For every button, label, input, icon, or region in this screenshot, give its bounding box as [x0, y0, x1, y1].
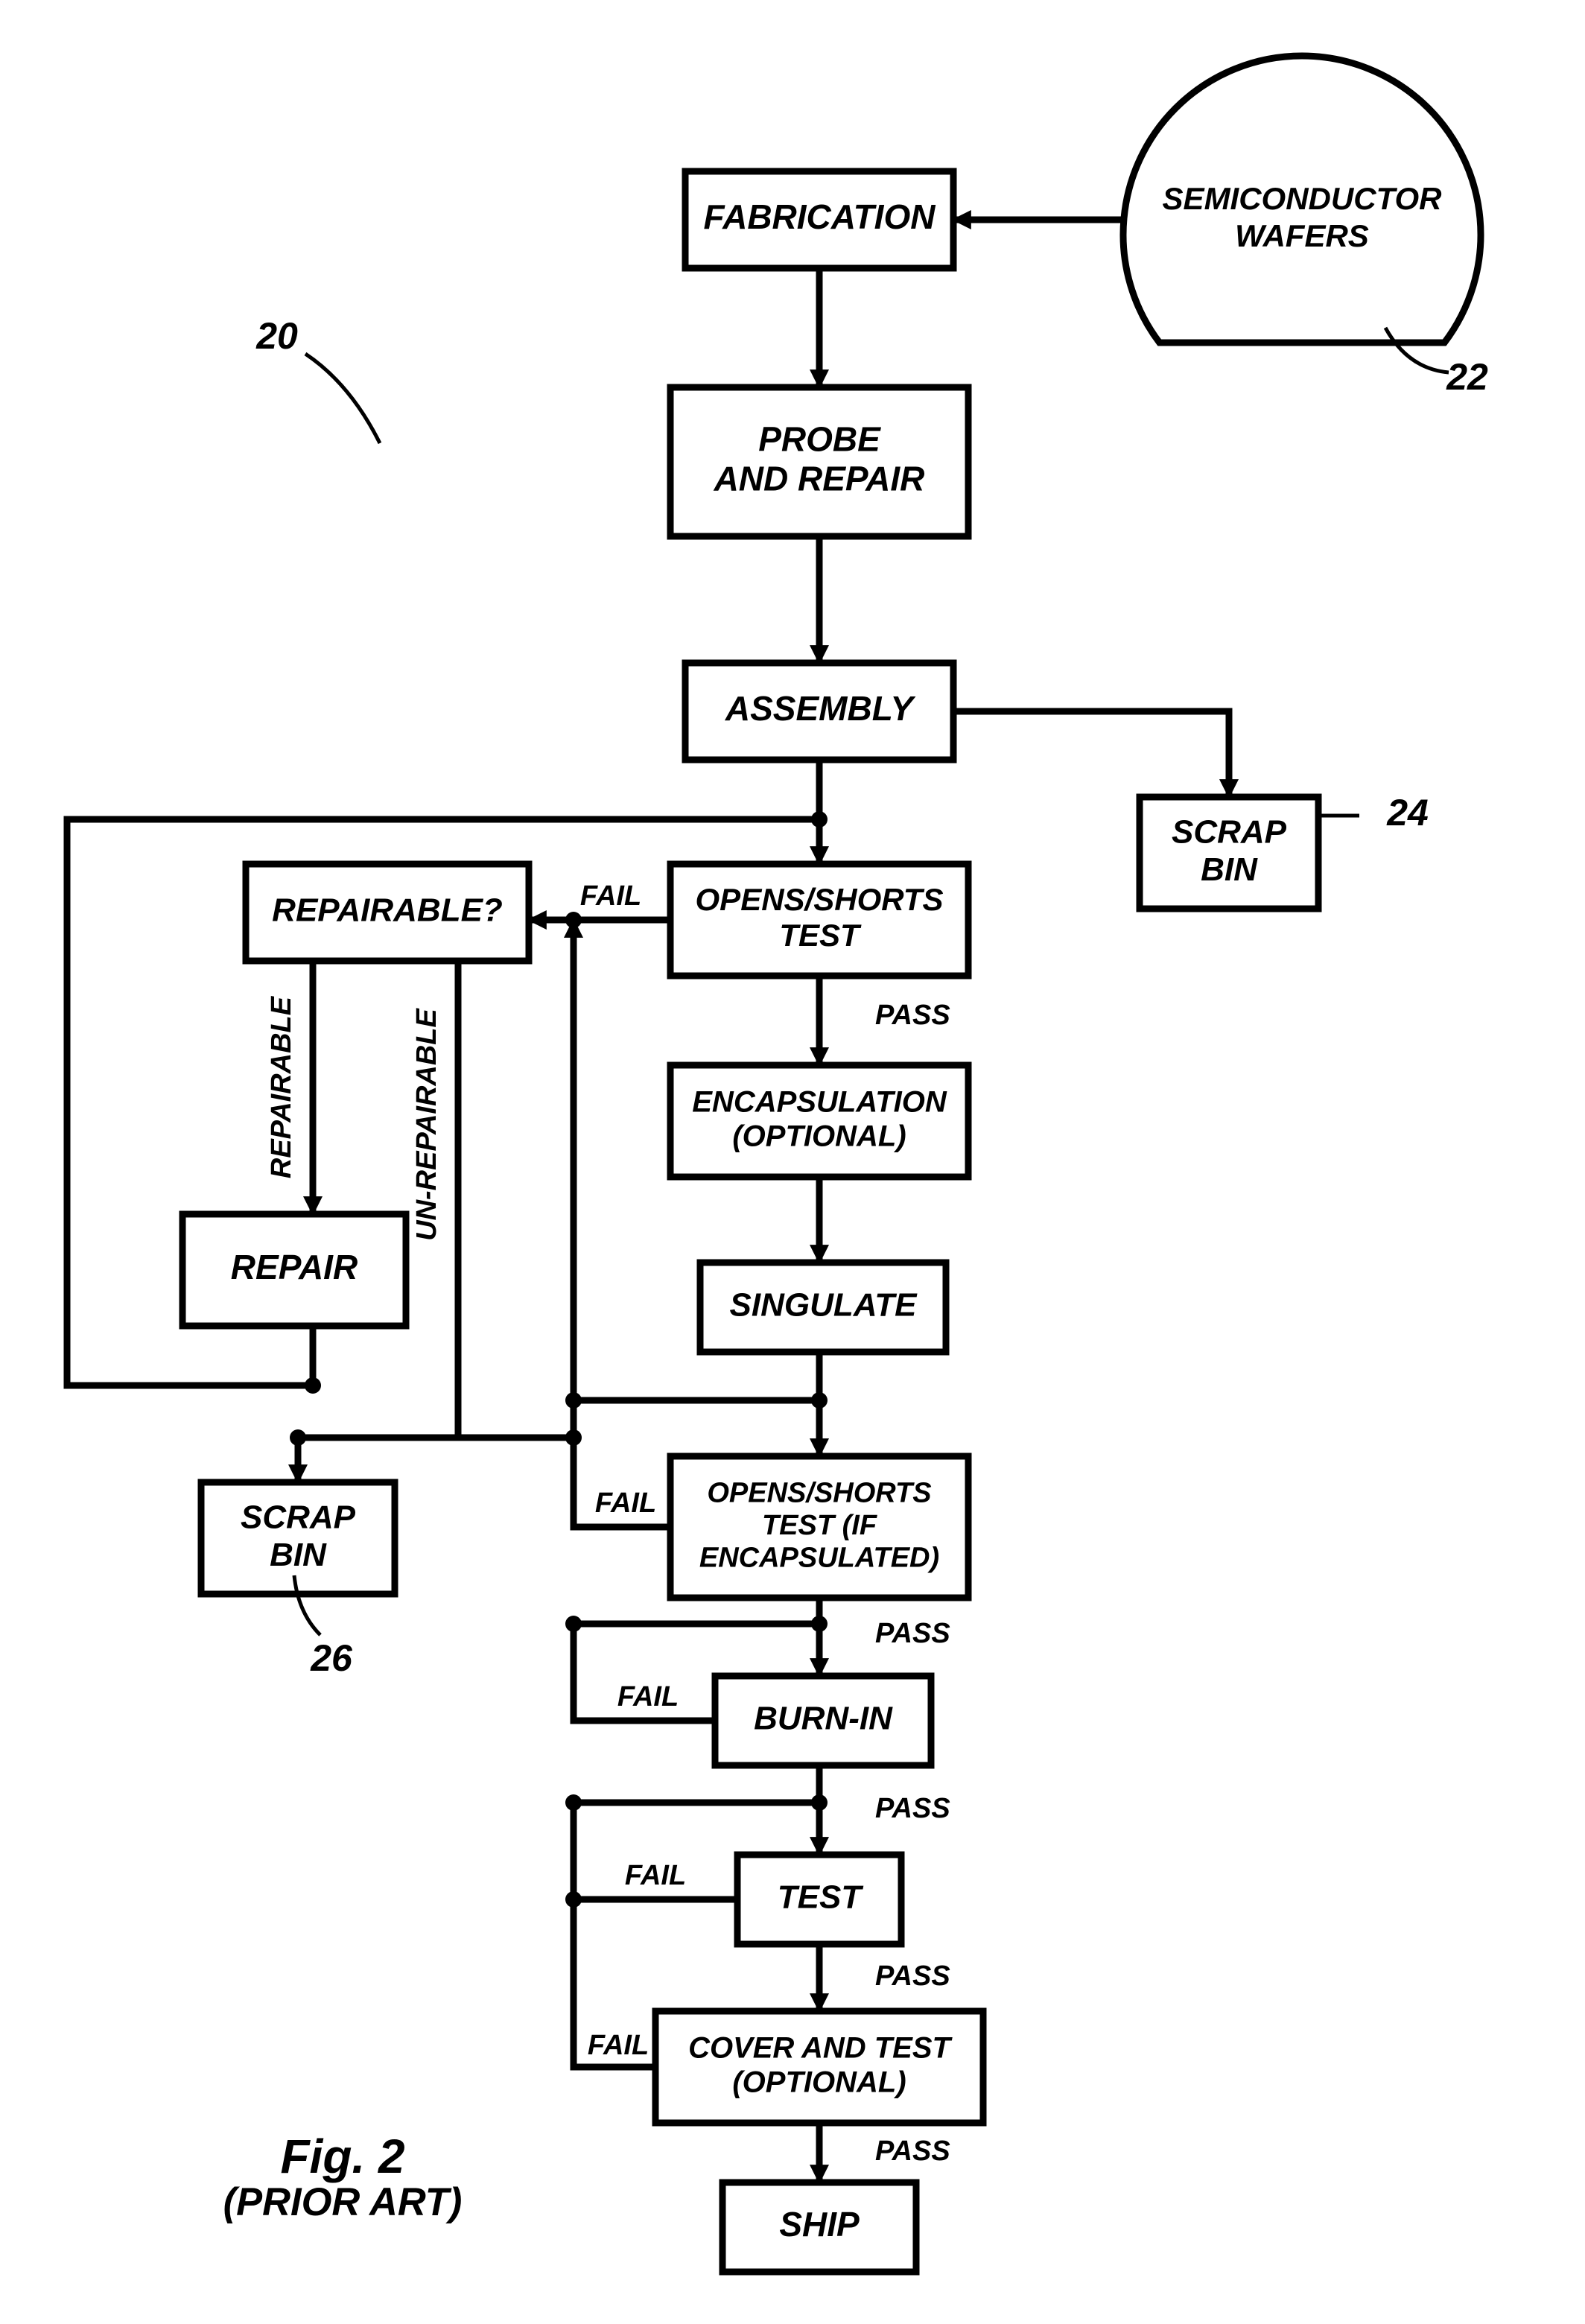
- node-ostest2-label-1: TEST (IF: [762, 1510, 878, 1541]
- ref-26: 26: [310, 1637, 353, 1679]
- node-ship-label-0: SHIP: [779, 2205, 860, 2244]
- edge-label-18: FAIL: [625, 1860, 686, 1891]
- node-encaps-label-0: ENCAPSULATION: [692, 1086, 947, 1119]
- edge-label-12: FAIL: [595, 1488, 656, 1519]
- junction-dot-10: [565, 1392, 582, 1409]
- node-repairable-label-0: REPAIRABLE?: [272, 892, 503, 929]
- junction-dot-4: [305, 1377, 321, 1394]
- junction-dot-9: [565, 1891, 582, 1908]
- wafer-label-2: WAFERS: [1235, 218, 1369, 253]
- edge-label-16: PASS: [875, 1793, 950, 1824]
- node-scrap1-label-1: BIN: [1201, 851, 1258, 888]
- node-ostest2-label-2: ENCAPSULATED): [699, 1543, 939, 1574]
- junction-dot-11: [565, 1429, 582, 1446]
- node-burnin-label-0: BURN-IN: [754, 1701, 893, 1737]
- edge-label-21: PASS: [875, 2136, 950, 2167]
- node-cover-label-0: COVER AND TEST: [688, 2032, 953, 2065]
- node-singulate-label-0: SINGULATE: [730, 1287, 918, 1324]
- edge-label-6: PASS: [875, 1000, 950, 1031]
- junction-dot-3: [290, 1429, 306, 1446]
- node-probe-label-0: PROBE: [758, 420, 881, 459]
- node-ostest1-label-1: TEST: [779, 918, 862, 953]
- node-fabrication-label-0: FABRICATION: [704, 197, 936, 236]
- node-ostest1-label-0: OPENS/SHORTS: [696, 882, 944, 917]
- node-test-label-0: TEST: [778, 1879, 864, 1916]
- edge-label-5: FAIL: [580, 880, 641, 912]
- ref-24: 24: [1386, 792, 1429, 834]
- junction-dot-0: [811, 811, 828, 828]
- flowchart-canvas: SEMICONDUCTORWAFERS FAIL PASS REPAIRABLE UN-…: [0, 0, 1585, 2324]
- node-ostest2-label-0: OPENS/SHORTS: [707, 1477, 931, 1508]
- ref-22: 22: [1446, 356, 1488, 398]
- figure-caption-1: Fig. 2: [280, 2130, 404, 2183]
- node-scrap2-label-1: BIN: [270, 1537, 327, 1573]
- node-repair-label-0: REPAIR: [231, 1248, 358, 1286]
- junction-dot-5: [565, 1616, 582, 1632]
- node-scrap1-label-0: SCRAP: [1172, 813, 1287, 850]
- junction-dot-8: [565, 1794, 582, 1811]
- node-cover-label-1: (OPTIONAL): [732, 2066, 906, 2099]
- node-encaps-label-1: (OPTIONAL): [732, 1120, 906, 1153]
- junction-dot-2: [811, 1392, 828, 1409]
- junction-dot-7: [811, 1794, 828, 1811]
- ref-20: 20: [255, 315, 298, 357]
- figure-caption-2: (PRIOR ART): [223, 2180, 463, 2224]
- edge-label-13: PASS: [875, 1618, 950, 1649]
- edge-3: [953, 711, 1229, 797]
- edge-label-20: FAIL: [588, 2030, 649, 2061]
- ref-leader-20: [305, 354, 380, 443]
- junction-dot-6: [811, 1616, 828, 1632]
- junction-dot-1: [565, 912, 582, 928]
- edge-vlabel-10: UN-REPAIRABLE: [411, 1007, 442, 1240]
- node-scrap2-label-0: SCRAP: [241, 1499, 356, 1535]
- edge-label-15: FAIL: [617, 1681, 679, 1712]
- node-probe-label-1: AND REPAIR: [714, 460, 925, 498]
- edge-label-19: PASS: [875, 1961, 950, 1992]
- node-assembly-label-0: ASSEMBLY: [725, 689, 916, 728]
- edge-12: [574, 920, 670, 1527]
- edge-vlabel-9: REPAIRABLE: [266, 995, 297, 1178]
- wafer-label-1: SEMICONDUCTOR: [1163, 181, 1443, 216]
